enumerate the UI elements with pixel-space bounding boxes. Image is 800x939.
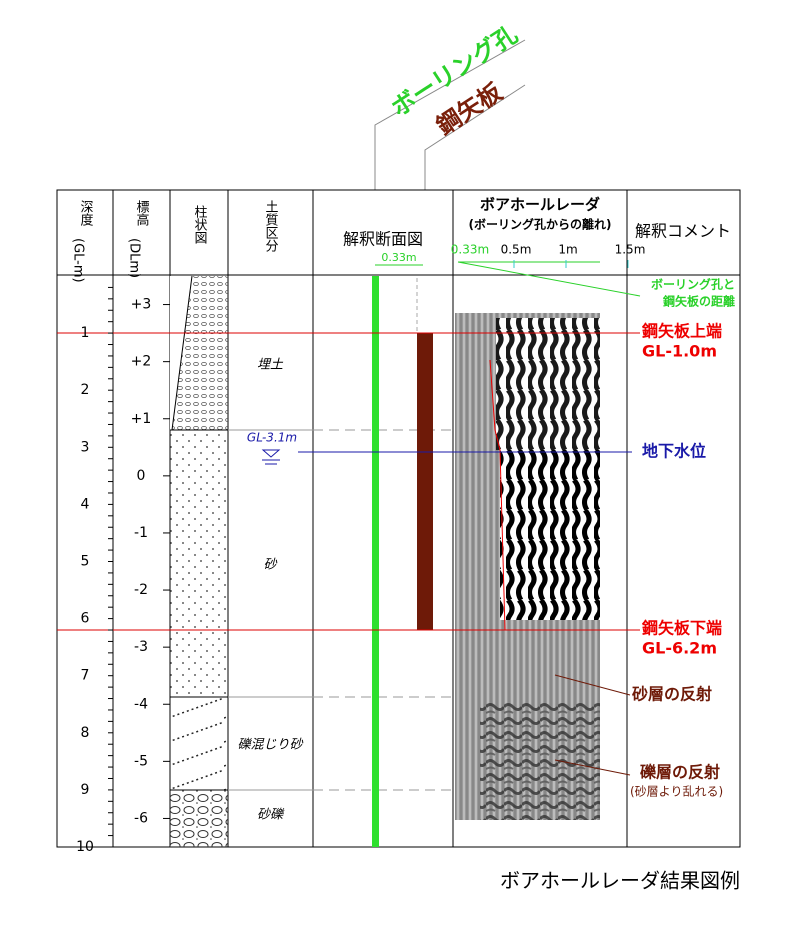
water-symbol (261, 449, 281, 465)
comment: 砂層の反射 (632, 685, 712, 704)
header: 標高 (134, 200, 150, 226)
radar-scale-label: 1.5m (615, 243, 646, 257)
boring-hole (372, 276, 379, 847)
elevation-label: -4 (134, 696, 148, 712)
radar-scale-label: 0.5m (501, 243, 532, 257)
radar-scale-label: 1m (558, 243, 577, 257)
comment: ボーリング孔と (651, 277, 735, 292)
elevation-label: 0 (137, 468, 146, 484)
comment: 鋼矢板上端 (641, 322, 722, 341)
elevation-label: -5 (134, 753, 148, 769)
comment: 礫層の反射 (640, 763, 720, 782)
radar-image (496, 318, 600, 450)
header: (ボーリング孔からの離れ) (469, 217, 612, 232)
elevation-label: +2 (131, 354, 152, 370)
comment: GL-1.0m (642, 342, 717, 361)
layer-gravelly-sand (170, 697, 228, 790)
caption: ボアホールレーダ結果図例 (500, 869, 740, 893)
depth-label: 7 (81, 668, 90, 684)
depth-label: 3 (81, 439, 90, 455)
header: (DLm) (127, 238, 142, 278)
water-label: GL-3.1m (247, 431, 297, 445)
leader-line (374, 39, 526, 190)
elevation-label: +1 (131, 411, 152, 427)
comment: 地下水位 (642, 442, 706, 461)
header: 土質区分 (263, 200, 279, 253)
soil-label: 砂 (263, 558, 277, 573)
header: 解釈断面図 (343, 230, 423, 249)
elevation-label: -1 (134, 525, 148, 541)
elevation-label: -2 (134, 582, 148, 598)
depth-label: 2 (81, 382, 90, 398)
depth-label: 8 (81, 725, 90, 741)
leader-line (457, 261, 641, 297)
depth-label: 5 (81, 554, 90, 570)
header: (GL-m) (71, 238, 86, 283)
comment: (砂層より乱れる) (630, 785, 723, 799)
soil-label: 礫混じり砂 (237, 738, 303, 753)
depth-label: 9 (81, 782, 90, 798)
depth-label: 1 (81, 325, 90, 341)
radar-image (480, 700, 600, 820)
header: 柱状図 (192, 205, 208, 244)
header: 深度 (78, 200, 94, 226)
layer-edge (171, 275, 193, 431)
header: ボアホールレーダ (480, 196, 600, 214)
comment: 鋼矢板の距離 (662, 294, 735, 309)
leader-line (424, 84, 526, 190)
soil-label: 砂礫 (257, 808, 285, 823)
elevation-label: -3 (134, 639, 148, 655)
table-frame (56, 189, 741, 848)
leader-line (554, 759, 631, 776)
radar-trace (489, 359, 506, 631)
elevation-label: -6 (134, 810, 148, 826)
soil-label: 埋土 (257, 358, 284, 373)
radar-scale-label: 0.33m (451, 243, 489, 257)
sheet-pile (417, 333, 433, 630)
depth-label: 4 (81, 496, 90, 512)
depth-label: 6 (81, 611, 90, 627)
leader-line (554, 674, 631, 696)
layer-sand (170, 430, 228, 697)
scale-label: 0.33m (381, 251, 416, 264)
depth-label: 10 (76, 839, 94, 855)
layer-boundary (170, 429, 228, 791)
elevation-label: +3 (131, 297, 152, 313)
header: 解釈コメント (635, 222, 731, 241)
comment: 鋼矢板下端 (641, 619, 722, 638)
radar-image (500, 450, 600, 620)
layer-gravel (170, 790, 228, 847)
soil-boundary (228, 429, 313, 791)
comment: GL-6.2m (642, 639, 717, 658)
